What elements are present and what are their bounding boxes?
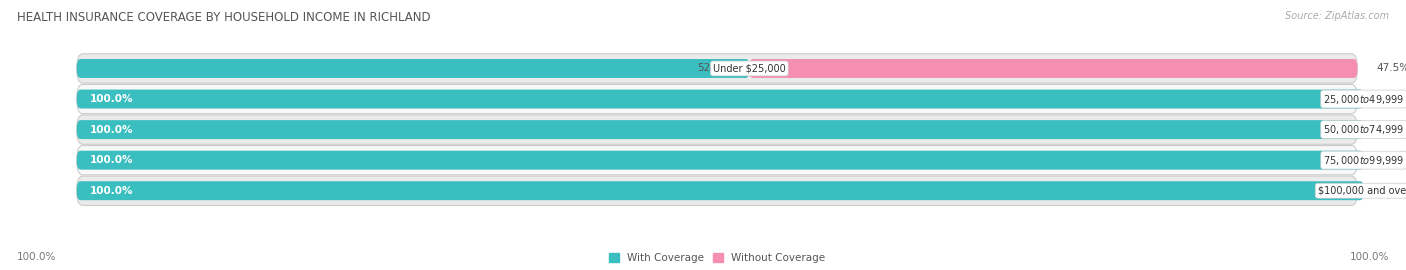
Text: 0.0%: 0.0% [1376, 155, 1403, 165]
Text: $50,000 to $74,999: $50,000 to $74,999 [1323, 123, 1405, 136]
FancyBboxPatch shape [77, 181, 1364, 200]
Text: 100.0%: 100.0% [1350, 252, 1389, 262]
Text: 100.0%: 100.0% [90, 155, 134, 165]
FancyBboxPatch shape [77, 54, 1357, 83]
Text: 0.0%: 0.0% [1376, 186, 1403, 196]
Legend: With Coverage, Without Coverage: With Coverage, Without Coverage [605, 249, 830, 267]
Text: 100.0%: 100.0% [90, 124, 134, 135]
Text: 52.5%: 52.5% [697, 63, 730, 73]
Text: $75,000 to $99,999: $75,000 to $99,999 [1323, 154, 1405, 167]
FancyBboxPatch shape [77, 115, 1357, 144]
FancyBboxPatch shape [77, 151, 1364, 170]
FancyBboxPatch shape [77, 59, 749, 78]
Text: 0.0%: 0.0% [1376, 94, 1403, 104]
Text: $25,000 to $49,999: $25,000 to $49,999 [1323, 93, 1405, 106]
FancyBboxPatch shape [77, 120, 1364, 139]
Text: 100.0%: 100.0% [17, 252, 56, 262]
Text: Under $25,000: Under $25,000 [713, 63, 786, 73]
Text: 47.5%: 47.5% [1376, 63, 1406, 73]
FancyBboxPatch shape [77, 176, 1357, 205]
Text: 0.0%: 0.0% [1376, 124, 1403, 135]
Text: $100,000 and over: $100,000 and over [1317, 186, 1406, 196]
Text: 100.0%: 100.0% [90, 94, 134, 104]
FancyBboxPatch shape [749, 59, 1357, 78]
FancyBboxPatch shape [77, 90, 1364, 109]
FancyBboxPatch shape [77, 84, 1357, 114]
Text: 100.0%: 100.0% [90, 186, 134, 196]
Text: Source: ZipAtlas.com: Source: ZipAtlas.com [1285, 11, 1389, 21]
FancyBboxPatch shape [77, 146, 1357, 175]
Text: HEALTH INSURANCE COVERAGE BY HOUSEHOLD INCOME IN RICHLAND: HEALTH INSURANCE COVERAGE BY HOUSEHOLD I… [17, 11, 430, 24]
